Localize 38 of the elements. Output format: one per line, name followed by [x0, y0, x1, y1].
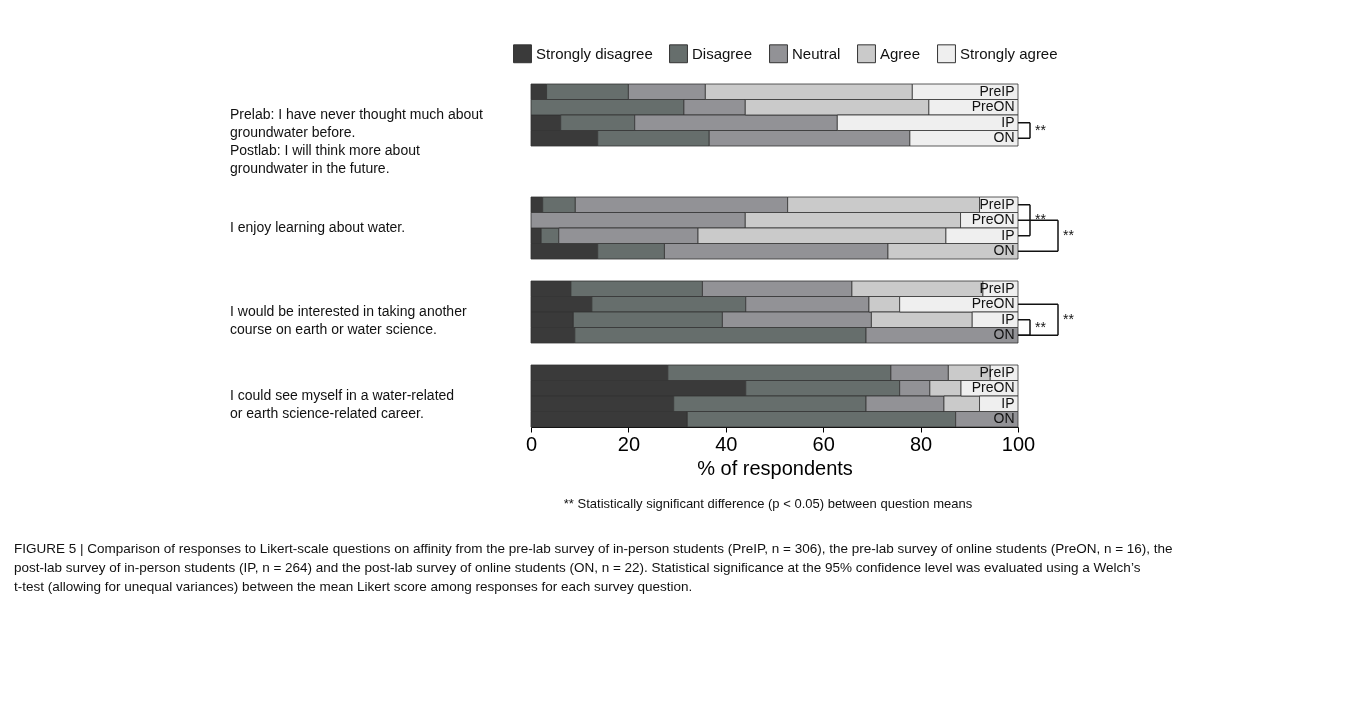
y-tick-label: ON: [993, 129, 1015, 146]
legend-label: Neutral: [792, 44, 841, 62]
y-tick-label: ON: [993, 326, 1015, 343]
y-tick-label: PreIP: [979, 363, 1015, 380]
y-tick-label: IP: [1001, 226, 1015, 243]
legend-label: Agree: [880, 44, 921, 62]
x-tick-label: 100: [1001, 432, 1036, 455]
legend-label: Strongly agree: [960, 44, 1058, 62]
y-tick-label: ON: [993, 410, 1015, 427]
x-tick-label: 80: [909, 432, 933, 455]
text: **: [1035, 318, 1047, 335]
y-tick-label: PreIP: [979, 195, 1015, 212]
y-tick-label: PreON: [971, 379, 1015, 396]
y-tick-label: ON: [993, 242, 1015, 259]
caption: FIGURE 5 | Comparison of responses to Likert-scale questions on affinity from the pre-lab survey of in-person students (PreIP, n = 306), the pre-lab survey of online students (PreON, n = 16), the post-lab survey of in-person students (IP, n = 264) and the post-lab survey of online students (ON, n = 22). Statistical significance at the 95% confidence level was evaluated using a Welch’s t-test (allowing for unequal variances) between the mean Likert score among responses for each survey question.: [14, 541, 1173, 594]
x-tick-label: 20: [617, 432, 641, 455]
y-axis-title: Prelab: I have never thought much about groundwater before. Postlab: I will think more about groundwater in the future.: [230, 106, 484, 176]
text: **: [1063, 310, 1075, 327]
y-tick-label: IP: [1001, 310, 1015, 327]
y-tick-label: PreIP: [979, 82, 1015, 99]
y-tick-label: PreON: [971, 211, 1015, 228]
text: ** Statistically significant difference (p < 0.05) between question means: [563, 496, 973, 511]
y-axis-title: I would be interested in taking another course on earth or water science.: [230, 303, 467, 337]
y-tick-label: PreON: [971, 295, 1015, 312]
text: **: [1063, 226, 1075, 243]
x-axis-title: % of respondents: [697, 456, 853, 479]
text: **: [1035, 211, 1047, 228]
y-axis-title: I could see myself in a water-related or earth science-related career.: [230, 387, 455, 421]
y-axis-title: I enjoy learning about water.: [230, 219, 406, 235]
y-tick-label: IP: [1001, 113, 1015, 130]
legend-label: Disagree: [692, 44, 753, 62]
x-tick-label: 0: [525, 432, 538, 455]
x-tick-label: 40: [715, 432, 738, 455]
y-tick-label: IP: [1001, 394, 1015, 411]
legend-label: Strongly disagree: [536, 44, 653, 62]
x-tick-label: 60: [812, 432, 835, 455]
y-tick-label: PreON: [971, 98, 1015, 115]
text: **: [1035, 121, 1047, 138]
